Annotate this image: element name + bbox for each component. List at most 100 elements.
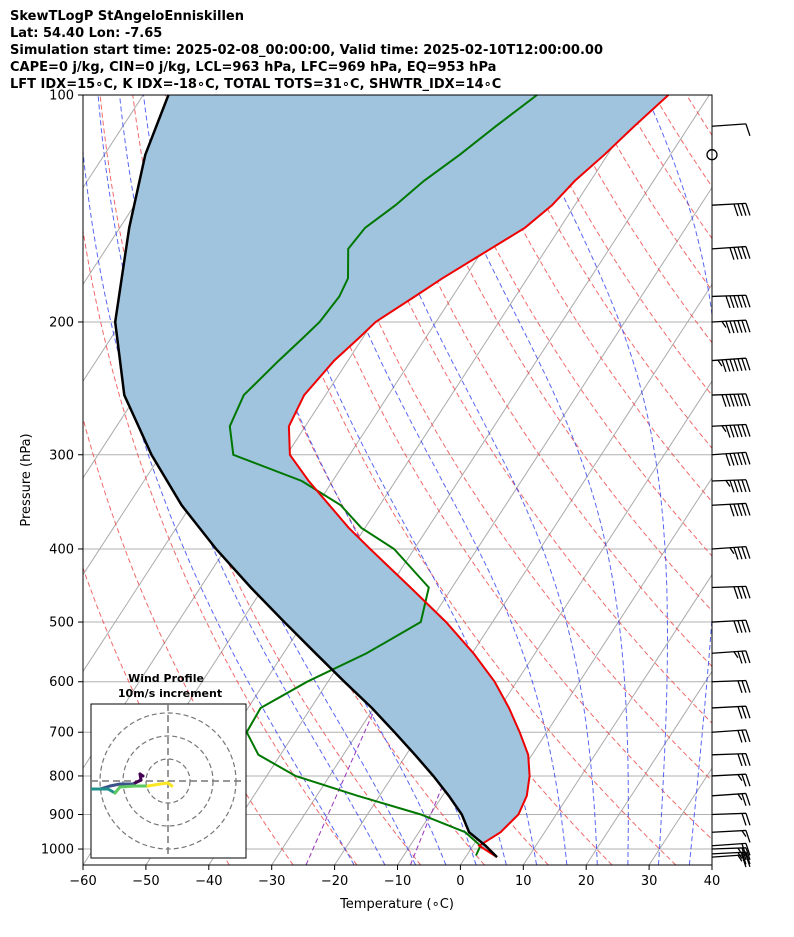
wind-barb bbox=[711, 423, 751, 438]
x-tick-label: −10 bbox=[384, 874, 411, 889]
barb-shaft bbox=[711, 752, 747, 756]
inset-subtitle: 10m/s increment bbox=[118, 687, 222, 700]
barb-shaft bbox=[711, 812, 747, 816]
barb-shaft bbox=[711, 619, 746, 623]
barb-feather bbox=[745, 620, 751, 633]
x-axis-label: Temperature (∘C) bbox=[339, 897, 454, 912]
barb-feather bbox=[721, 394, 727, 407]
barb-feather bbox=[733, 320, 739, 334]
x-tick-label: −40 bbox=[195, 874, 222, 889]
location-line: Lat: 54.40 Lon: -7.65 bbox=[10, 26, 163, 41]
barb-feather bbox=[725, 359, 731, 372]
x-tick-label: −30 bbox=[258, 874, 285, 889]
barb-feather bbox=[745, 295, 751, 308]
isotherm-line bbox=[0, 95, 17, 865]
barb-shaft bbox=[711, 842, 746, 847]
isotherm-line bbox=[208, 95, 710, 865]
barb-feather bbox=[733, 295, 739, 308]
barb-shaft bbox=[711, 792, 746, 797]
barb-feather bbox=[737, 774, 743, 781]
barb-feather bbox=[745, 854, 751, 867]
barb-feather bbox=[733, 547, 739, 560]
wind-barb bbox=[711, 773, 751, 787]
isotherm-line bbox=[459, 477, 712, 865]
wind-barb bbox=[711, 202, 751, 217]
wind-barb bbox=[711, 752, 751, 767]
hodograph-segment bbox=[146, 782, 162, 788]
barb-feather bbox=[745, 586, 751, 599]
barb-feather bbox=[733, 394, 739, 407]
barb-feather bbox=[741, 452, 747, 465]
barb-feather bbox=[741, 620, 747, 633]
barb-feather bbox=[737, 852, 743, 859]
barb-feather bbox=[741, 680, 747, 693]
dry-adiabat bbox=[83, 416, 294, 865]
y-tick-label: 100 bbox=[49, 89, 74, 104]
barb-feather bbox=[741, 424, 747, 437]
barb-feather bbox=[737, 847, 743, 855]
x-tick-label: 40 bbox=[704, 874, 721, 889]
barb-feather bbox=[729, 425, 735, 438]
cape-line: CAPE=0 j/kg, CIN=0 j/kg, LCL=963 hPa, LF… bbox=[10, 60, 497, 75]
index-line: LFT IDX=15∘C, K IDX=-18∘C, TOTAL TOTS=31… bbox=[10, 77, 502, 92]
barb-feather bbox=[741, 854, 747, 868]
barb-feather bbox=[737, 586, 743, 599]
barb-shaft bbox=[711, 502, 746, 506]
moist-adiabat bbox=[342, 95, 598, 865]
barb-feather bbox=[741, 830, 747, 838]
barb-feather bbox=[741, 393, 747, 407]
barb-feather bbox=[745, 393, 751, 407]
barb-feather bbox=[745, 680, 751, 693]
barb-feather bbox=[745, 773, 751, 787]
barb-feather bbox=[745, 546, 751, 559]
barb-feather bbox=[745, 319, 751, 333]
isotherm-line bbox=[83, 95, 207, 286]
barb-feather bbox=[737, 753, 743, 767]
barb-feather bbox=[745, 503, 751, 516]
barb-feather bbox=[733, 503, 739, 517]
dewpoint-line bbox=[228, 95, 538, 856]
barb-feather bbox=[745, 203, 751, 216]
x-tick-label: 20 bbox=[578, 874, 595, 889]
barb-feather bbox=[741, 246, 747, 260]
dry-adiabat bbox=[555, 95, 712, 344]
barb-feather bbox=[737, 203, 743, 217]
x-tick-label: −50 bbox=[132, 874, 159, 889]
chart-title: SkewTLogP StAngeloEnniskillen bbox=[10, 9, 244, 24]
barb-feather bbox=[745, 843, 751, 856]
wind-barb bbox=[711, 502, 751, 517]
barb-feather bbox=[745, 830, 751, 843]
barb-shaft bbox=[711, 705, 746, 709]
y-tick-label: 300 bbox=[49, 448, 74, 463]
wind-barb bbox=[711, 294, 751, 309]
wind-barb bbox=[711, 585, 751, 599]
wind-barb bbox=[711, 829, 751, 843]
barb-feather bbox=[725, 321, 731, 334]
hodograph-segment bbox=[108, 782, 122, 788]
wind-barb bbox=[711, 451, 751, 466]
barb-feather bbox=[725, 480, 731, 487]
barb-feather bbox=[741, 753, 747, 766]
barb-shaft bbox=[711, 773, 746, 777]
chart-header: SkewTLogP StAngeloEnniskillen Lat: 54.40… bbox=[10, 8, 603, 93]
barb-shaft bbox=[711, 319, 746, 323]
wind-barb bbox=[711, 792, 751, 806]
y-tick-label: 200 bbox=[49, 315, 74, 330]
mixing-ratio-line bbox=[305, 681, 388, 865]
barb-feather bbox=[745, 452, 751, 465]
barb-feather bbox=[745, 793, 751, 806]
barb-feather bbox=[745, 123, 751, 137]
inset-title: Wind Profile bbox=[128, 672, 204, 685]
barb-feather bbox=[733, 586, 739, 599]
barb-feather bbox=[745, 424, 751, 437]
barb-feather bbox=[741, 793, 747, 806]
barb-feather bbox=[741, 320, 747, 333]
calm-wind-circle bbox=[706, 149, 718, 161]
wind-barb bbox=[711, 842, 751, 856]
barb-feather bbox=[741, 503, 747, 516]
barb-feather bbox=[737, 320, 743, 333]
barb-shaft bbox=[711, 357, 746, 362]
parcel-profile-line bbox=[113, 95, 498, 858]
barb-feather bbox=[737, 706, 743, 719]
y-tick-label: 400 bbox=[49, 542, 74, 557]
